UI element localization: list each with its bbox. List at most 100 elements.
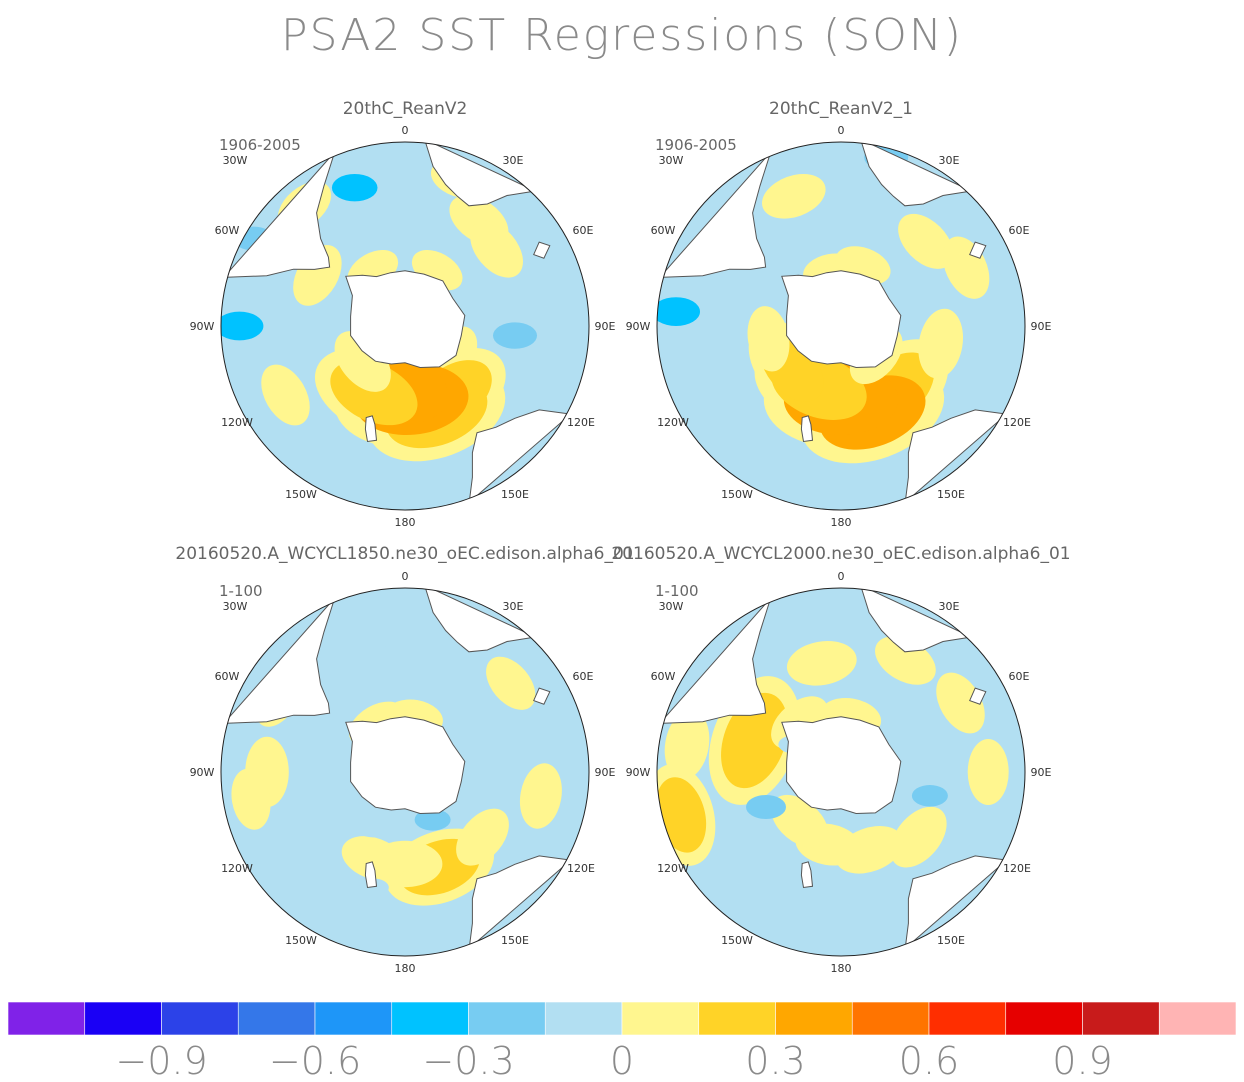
colorbar-tick-label: −0.3 (422, 1039, 514, 1082)
antarctica-land (345, 716, 466, 815)
longitude-label: 90E (1031, 766, 1052, 779)
longitude-label: 150E (501, 934, 529, 947)
positive-anomaly (261, 364, 310, 426)
longitude-label: 90E (595, 766, 616, 779)
positive-anomaly (456, 808, 509, 866)
longitude-label: 120W (221, 862, 253, 875)
negative-anomaly (331, 174, 378, 202)
longitude-label: 60W (215, 224, 240, 237)
longitude-label: 180 (831, 962, 852, 975)
longitude-label: 30W (223, 154, 248, 167)
negative-anomaly (356, 818, 389, 838)
positive-anomaly (341, 836, 406, 881)
australia-land (904, 409, 1008, 504)
colorbar-swatch (698, 1001, 776, 1036)
new-zealand-land (800, 861, 814, 889)
antarctica-land (781, 716, 902, 815)
map-panel: 20160520.A_WCYCL2000.ne30_oEC.edison.alp… (611, 544, 1070, 975)
longitude-label: 60W (651, 670, 676, 683)
panel-period: 1906-2005 (219, 136, 301, 154)
colorbar-swatch (391, 1001, 469, 1036)
map-field (221, 588, 589, 956)
colorbar-swatch (1005, 1001, 1083, 1036)
colorbar-tick-label: 0 (610, 1039, 634, 1082)
colorbar-swatch (928, 1001, 1007, 1036)
antarctica-land (345, 270, 466, 369)
colorbar-tick-label: −0.6 (269, 1039, 361, 1082)
longitude-label: 150W (285, 934, 317, 947)
positive-anomaly (762, 173, 826, 219)
longitude-label: 90W (190, 320, 215, 333)
longitude-label: 0 (402, 124, 409, 137)
map-field (221, 142, 589, 510)
longitude-label: 180 (395, 962, 416, 975)
new-zealand-land (364, 415, 378, 443)
panel-title: 20thC_ReanV2_1 (769, 99, 913, 119)
negative-anomaly (782, 884, 812, 902)
positive-anomaly (519, 763, 562, 829)
longitude-label: 90W (190, 766, 215, 779)
colorbar-tick-label: −0.9 (115, 1039, 207, 1082)
longitude-label: 90E (1031, 320, 1052, 333)
positive-anomaly (664, 709, 710, 780)
longitude-label: 120W (657, 416, 689, 429)
africa-land (859, 142, 974, 207)
positive-anomaly (657, 777, 707, 853)
colorbar-swatch (1082, 1001, 1160, 1036)
positive-anomaly (936, 672, 985, 734)
africa-land (423, 588, 538, 653)
south-america-land (658, 151, 772, 278)
positive-anomaly (786, 640, 857, 686)
longitude-label: 150E (501, 488, 529, 501)
colorbar-swatch (237, 1001, 316, 1036)
map-border (220, 587, 590, 957)
longitude-label: 60E (1009, 224, 1030, 237)
positive-anomaly (967, 739, 1009, 805)
longitude-label: 120E (567, 862, 595, 875)
longitude-label: 30W (659, 600, 684, 613)
south-america-land (658, 597, 772, 724)
longitude-label: 150E (937, 934, 965, 947)
madagascar-land (969, 687, 987, 705)
negative-anomaly (657, 297, 700, 327)
positive-anomaly (918, 308, 964, 379)
negative-anomaly (746, 795, 786, 819)
colorbar-swatch (775, 1001, 853, 1036)
longitude-label: 0 (838, 124, 845, 137)
longitude-label: 60W (215, 670, 240, 683)
longitude-label: 30W (659, 154, 684, 167)
australia-land (904, 855, 1008, 950)
longitude-label: 120W (221, 416, 253, 429)
longitude-label: 60E (573, 224, 594, 237)
positive-anomaly (231, 768, 271, 830)
longitude-label: 150E (937, 488, 965, 501)
africa-land (859, 588, 974, 653)
antarctica-land (781, 270, 902, 369)
colorbar-swatch (161, 1001, 239, 1036)
longitude-label: 90E (595, 320, 616, 333)
new-zealand-land (800, 415, 814, 443)
colorbar-swatch (544, 1001, 623, 1036)
colorbar: −0.9 −0.6 −0.3 0 0.3 0.6 0.9 (7, 1001, 1237, 1082)
south-america-land (222, 151, 336, 278)
panel-period: 1-100 (655, 582, 699, 600)
madagascar-land (969, 241, 987, 259)
map-field (657, 588, 1025, 956)
positive-anomaly (747, 306, 790, 372)
negative-anomaly (911, 785, 948, 807)
longitude-label: 0 (838, 570, 845, 583)
longitude-label: 90W (626, 320, 651, 333)
negative-anomaly (357, 639, 386, 656)
longitude-label: 120E (1003, 416, 1031, 429)
colorbar-swatch (468, 1001, 546, 1036)
colorbar-swatch (84, 1001, 162, 1036)
longitude-label: 180 (395, 516, 416, 529)
longitude-label: 30E (939, 154, 960, 167)
longitude-label: 150W (721, 488, 753, 501)
south-america-land (222, 597, 336, 724)
australia-land (468, 855, 572, 950)
positive-anomaly (486, 656, 536, 710)
positive-anomaly (470, 220, 523, 278)
positive-anomaly (890, 806, 947, 868)
